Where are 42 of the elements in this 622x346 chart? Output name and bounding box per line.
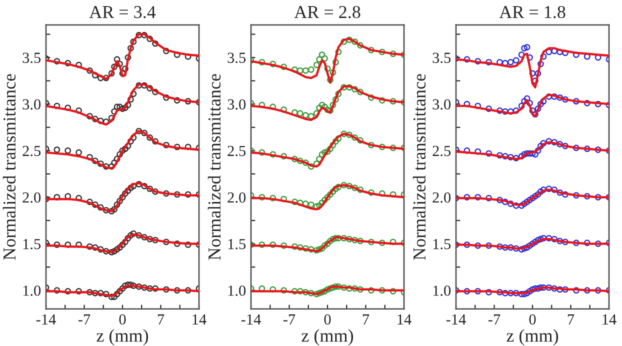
x-tick-label: 14 [398,314,412,324]
y-axis-title: Normalized transmittance [208,74,221,260]
y-tick-label: 3.0 [22,99,41,110]
y-axis-title: Normalized transmittance [412,74,426,260]
y-tick-label: 1.0 [228,285,246,296]
x-tick-label: 0 [324,314,331,325]
y-tick-label: 2.0 [22,192,41,203]
x-tick-label: 0 [119,314,126,325]
x-tick-label: -14 [241,314,261,324]
x-tick-label: -14 [446,314,466,324]
x-tick-label: -7 [283,314,296,324]
y-tick-label: 1.5 [433,238,451,250]
x-axis-title: z (mm) [506,329,558,346]
y-axis-title: Normalized transmittance [2,74,16,260]
x-tick-label: 0 [529,314,536,325]
x-tick-label: -7 [488,314,500,324]
y-tick-label: 2.5 [228,146,246,156]
y-tick-label: 3.0 [228,99,246,110]
y-tick-label: 2.5 [432,146,451,156]
y-tick-label: 3.0 [432,99,451,110]
x-tick-label: -14 [36,314,56,324]
x-axis-title: z (mm) [302,329,354,346]
x-tick-label: -7 [78,314,90,324]
chart-title: AR = 3.4 [89,6,156,18]
y-tick-label: 1.5 [228,238,246,250]
y-tick-label: 3.5 [228,52,246,64]
x-tick-label: 7 [362,314,370,324]
y-tick-label: 1.0 [433,285,451,296]
y-tick-label: 2.0 [432,192,451,203]
y-tick-label: 3.5 [432,52,451,64]
y-tick-label: 2.0 [228,192,246,203]
y-tick-label: 2.5 [22,146,41,156]
y-tick-label: 1.5 [23,238,41,250]
x-tick-label: 7 [158,314,164,324]
chart-title: AR = 1.8 [499,6,566,18]
x-tick-label: 7 [568,314,574,324]
chart-title: AR = 2.8 [294,6,360,18]
x-tick-label: 14 [192,314,206,324]
x-tick-label: 14 [602,314,616,324]
y-tick-label: 1.0 [23,285,41,296]
x-axis-title: z (mm) [96,329,148,346]
y-tick-label: 3.5 [22,52,41,64]
